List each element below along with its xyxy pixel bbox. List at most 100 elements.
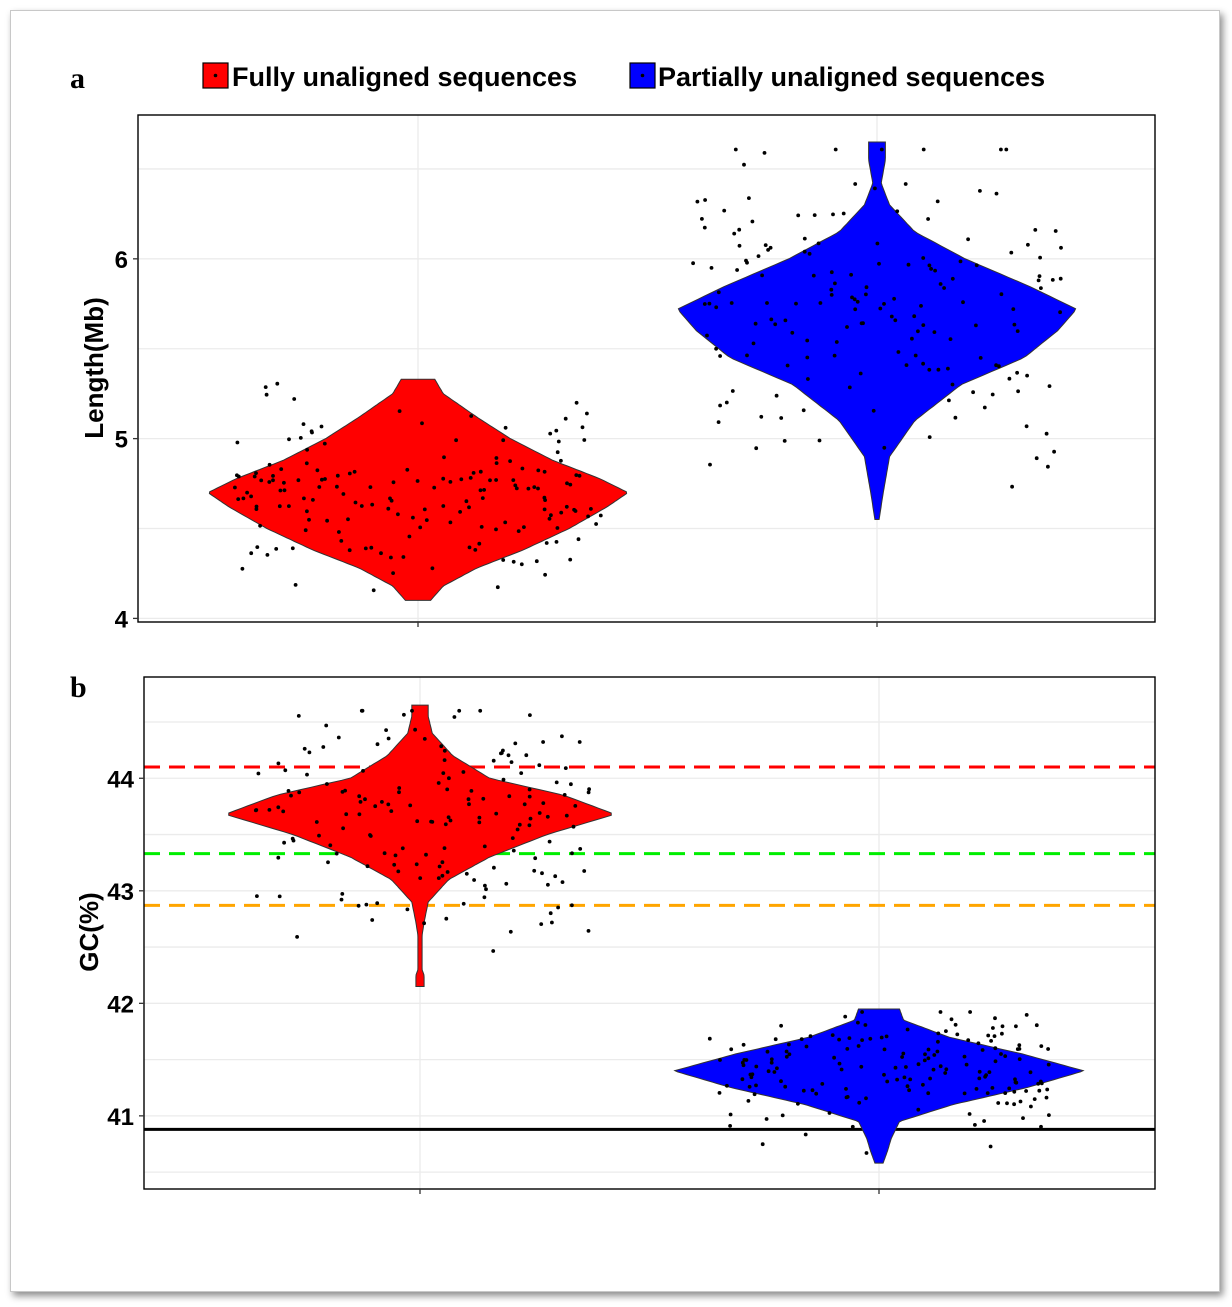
- data-point: [916, 1062, 921, 1067]
- data-point: [422, 507, 427, 512]
- data-point: [240, 566, 245, 571]
- data-point: [1032, 1097, 1037, 1101]
- data-point: [1017, 1047, 1022, 1051]
- data-point: [255, 545, 260, 549]
- data-point: [375, 901, 380, 906]
- data-point: [393, 853, 398, 858]
- data-point: [540, 871, 544, 876]
- data-point: [414, 862, 419, 867]
- data-point: [336, 735, 341, 740]
- data-point: [987, 1070, 992, 1074]
- legend-key-point: [640, 73, 645, 78]
- data-point: [1044, 1095, 1049, 1100]
- data-point: [760, 273, 764, 278]
- data-point: [396, 869, 401, 874]
- data-point: [397, 790, 401, 795]
- data-point: [586, 790, 591, 795]
- data-point: [926, 1047, 931, 1052]
- data-point: [850, 1124, 855, 1129]
- data-point: [845, 325, 849, 329]
- data-point: [389, 498, 394, 503]
- data-point: [752, 1092, 757, 1097]
- data-point: [448, 480, 453, 484]
- data-point: [341, 492, 346, 496]
- data-point: [315, 468, 320, 473]
- data-point: [307, 750, 312, 755]
- data-point: [974, 263, 979, 268]
- data-point: [796, 1101, 800, 1106]
- data-point: [317, 833, 321, 838]
- data-point: [910, 336, 914, 341]
- data-point: [1017, 1043, 1022, 1048]
- data-point: [938, 282, 943, 286]
- data-point: [514, 486, 519, 491]
- data-point: [436, 781, 441, 785]
- data-point: [904, 1065, 908, 1069]
- data-point: [464, 499, 469, 504]
- data-point: [1044, 431, 1049, 436]
- data-point: [745, 353, 749, 358]
- data-point: [929, 267, 933, 271]
- data-point: [344, 812, 349, 817]
- data-point: [977, 1076, 982, 1081]
- data-point: [389, 809, 394, 813]
- data-point: [517, 822, 522, 827]
- data-point: [997, 364, 1001, 369]
- data-point: [397, 409, 402, 413]
- data-point: [733, 147, 738, 152]
- data-point: [760, 1142, 765, 1147]
- data-point: [437, 864, 442, 869]
- data-point: [553, 874, 558, 879]
- data-point: [430, 566, 435, 571]
- data-point: [931, 1067, 936, 1072]
- data-point: [999, 292, 1004, 297]
- data-point: [879, 1035, 884, 1040]
- data-point: [938, 1064, 943, 1069]
- data-point: [305, 447, 309, 452]
- data-point: [277, 504, 282, 509]
- data-point: [1029, 1104, 1033, 1109]
- data-point: [352, 469, 357, 474]
- data-point: [559, 510, 564, 515]
- data-point: [895, 1077, 899, 1082]
- data-point: [585, 411, 589, 416]
- data-point: [932, 330, 937, 334]
- data-point: [528, 713, 532, 717]
- data-point: [1021, 1116, 1025, 1120]
- data-point: [341, 826, 345, 831]
- data-point: [255, 894, 259, 898]
- data-point: [582, 438, 587, 442]
- data-point: [962, 1091, 967, 1096]
- data-point: [479, 525, 484, 529]
- data-point: [249, 551, 254, 556]
- data-point: [324, 723, 329, 728]
- data-point: [1015, 370, 1019, 375]
- plot-border: [143, 676, 1156, 1190]
- data-point: [258, 523, 262, 528]
- data-point: [1045, 1087, 1050, 1092]
- data-point: [570, 851, 574, 856]
- plot-background: [138, 115, 1155, 622]
- data-point: [320, 477, 324, 482]
- data-point: [968, 1010, 972, 1014]
- data-point: [307, 517, 311, 522]
- data-point: [380, 800, 384, 804]
- data-point: [264, 392, 269, 397]
- data-point: [443, 822, 448, 827]
- data-point: [542, 507, 547, 512]
- data-point: [516, 529, 521, 533]
- data-point: [568, 557, 573, 562]
- data-point: [370, 918, 375, 922]
- data-point: [1052, 449, 1056, 454]
- data-point: [356, 903, 361, 908]
- data-point: [587, 787, 591, 792]
- data-point: [503, 425, 508, 430]
- data-point: [386, 736, 391, 741]
- data-point: [864, 1096, 868, 1101]
- data-point: [432, 485, 437, 490]
- data-point: [873, 186, 877, 191]
- data-point: [875, 241, 880, 246]
- data-point: [933, 268, 937, 273]
- data-point: [1033, 228, 1038, 232]
